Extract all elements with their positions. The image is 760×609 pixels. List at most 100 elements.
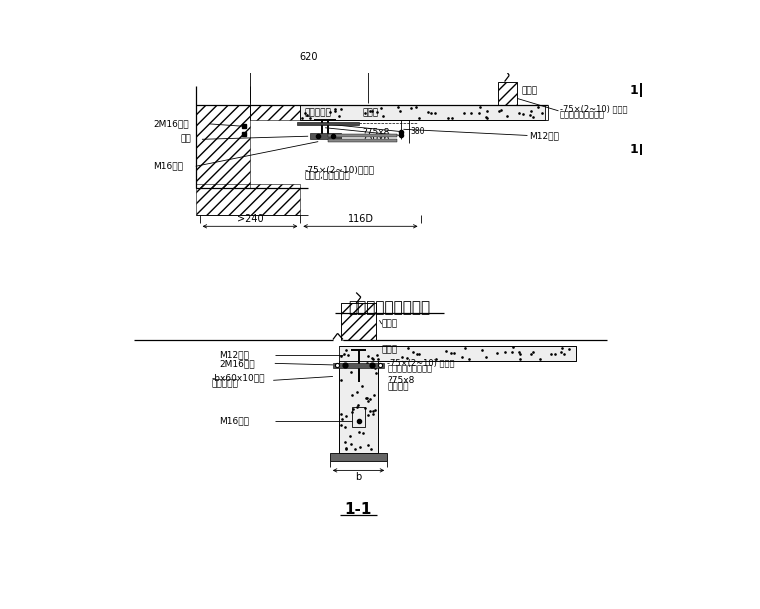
Text: 1: 1 <box>629 143 638 156</box>
Text: -75×(2~10)钢板楔: -75×(2~10)钢板楔 <box>304 166 374 175</box>
Point <box>404 103 416 113</box>
Point <box>534 354 546 364</box>
Point <box>369 368 382 378</box>
Point <box>369 390 381 400</box>
Bar <box>328 134 397 137</box>
Bar <box>296 122 359 125</box>
Point <box>362 440 374 450</box>
Point <box>338 350 350 359</box>
Point <box>527 113 539 122</box>
Point <box>425 108 437 118</box>
Point <box>536 108 548 118</box>
Text: 2M16螺柱: 2M16螺柱 <box>219 359 255 368</box>
Point <box>445 348 457 358</box>
Point <box>545 349 557 359</box>
Point <box>366 106 378 116</box>
Point <box>344 431 356 441</box>
Point <box>347 404 359 414</box>
Bar <box>196 184 300 215</box>
Bar <box>310 133 341 139</box>
Point <box>480 352 492 362</box>
Point <box>361 358 373 368</box>
Point <box>556 343 568 353</box>
Point <box>473 108 485 118</box>
Bar <box>196 105 250 188</box>
Point <box>334 104 347 113</box>
Point <box>401 354 413 364</box>
Point <box>345 367 357 377</box>
Point <box>333 111 345 121</box>
Bar <box>340 303 376 339</box>
Point <box>340 411 352 421</box>
Point <box>513 108 525 118</box>
Point <box>422 107 434 117</box>
Point <box>513 348 525 357</box>
Point <box>296 113 309 122</box>
Text: 380: 380 <box>410 127 425 136</box>
Bar <box>498 82 518 105</box>
Point <box>359 393 372 403</box>
Point <box>459 343 471 353</box>
Text: b: b <box>356 472 362 482</box>
Point <box>527 347 539 357</box>
Text: 1-1: 1-1 <box>345 502 372 517</box>
Text: ?75x8: ?75x8 <box>363 128 390 137</box>
Text: -75×(2~10) 钢板楔: -75×(2~10) 钢板楔 <box>560 104 628 113</box>
Text: 1: 1 <box>629 84 638 97</box>
Text: 栏板墙: 栏板墙 <box>382 320 398 329</box>
Point <box>402 343 414 353</box>
Text: 栏板墙: 栏板墙 <box>521 86 537 95</box>
Point <box>336 414 348 423</box>
Point <box>361 393 373 403</box>
Point <box>352 400 364 410</box>
Point <box>376 111 388 121</box>
Point <box>357 428 369 438</box>
Point <box>442 113 454 123</box>
Point <box>429 354 442 364</box>
Point <box>371 107 383 117</box>
Point <box>429 108 441 118</box>
Point <box>340 444 352 454</box>
Point <box>369 363 381 373</box>
Point <box>353 361 366 371</box>
Point <box>562 343 575 353</box>
Point <box>340 443 353 452</box>
Text: M16螺柱: M16螺柱 <box>219 417 249 426</box>
Point <box>480 112 492 122</box>
Point <box>354 442 366 452</box>
Point <box>339 422 351 432</box>
Point <box>324 108 336 118</box>
Point <box>359 403 371 413</box>
Point <box>356 382 369 392</box>
Point <box>371 350 383 359</box>
Point <box>392 102 404 112</box>
Point <box>491 348 503 358</box>
Point <box>366 354 378 364</box>
Point <box>499 347 511 357</box>
Point <box>362 351 374 361</box>
Point <box>413 349 425 359</box>
Point <box>349 445 361 454</box>
Point <box>351 402 363 412</box>
Point <box>524 110 536 120</box>
Text: 顶紧后,与角钢焊接: 顶紧后,与角钢焊接 <box>304 172 350 181</box>
Point <box>334 420 347 430</box>
Point <box>335 375 347 385</box>
Bar <box>300 105 544 120</box>
Bar <box>339 346 575 361</box>
Bar <box>333 362 384 368</box>
Point <box>502 111 514 121</box>
Point <box>345 440 357 449</box>
Bar <box>339 361 378 454</box>
Point <box>340 437 352 446</box>
Point <box>407 347 419 356</box>
Bar <box>328 138 397 143</box>
Point <box>518 109 530 119</box>
Point <box>362 396 374 406</box>
Point <box>369 406 381 415</box>
Text: ?50x6: ?50x6 <box>363 134 390 143</box>
Text: M12锚栓: M12锚栓 <box>219 350 249 359</box>
Text: M12锚栓: M12锚栓 <box>529 131 559 140</box>
Point <box>367 406 379 415</box>
Point <box>328 106 340 116</box>
